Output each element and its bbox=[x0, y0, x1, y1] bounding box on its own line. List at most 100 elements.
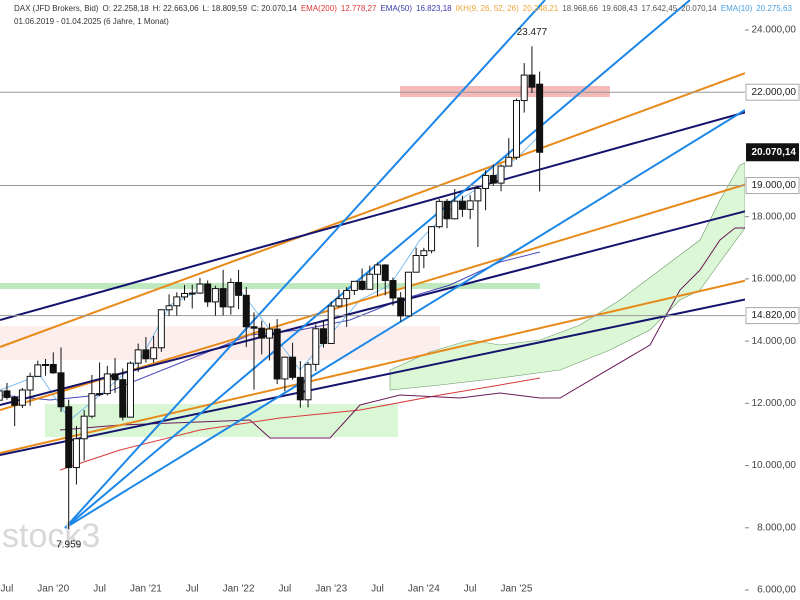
y-tick-label: 18.000,00 bbox=[752, 211, 797, 222]
candle-body bbox=[505, 156, 513, 167]
y-tick-label: 24.000,00 bbox=[752, 25, 797, 36]
header-item: 12.778,27 bbox=[341, 4, 377, 13]
level-box bbox=[745, 83, 800, 101]
candle-body bbox=[88, 393, 96, 417]
last-price-label: 20.070,14 bbox=[752, 147, 797, 158]
x-tick-label: Jan '23 bbox=[315, 584, 347, 595]
extreme-label: 23.477 bbox=[517, 27, 548, 38]
candle-body bbox=[458, 200, 466, 210]
candle-body bbox=[42, 363, 50, 366]
trend-line bbox=[64, 0, 546, 529]
candle-body bbox=[466, 200, 474, 210]
ema-200 bbox=[59, 377, 541, 471]
candle-body bbox=[358, 280, 366, 290]
header-item: 18.968,66 bbox=[562, 4, 598, 13]
candle-body bbox=[350, 280, 358, 291]
candle-body bbox=[420, 250, 428, 256]
level-box bbox=[745, 177, 800, 195]
candle-body bbox=[34, 364, 42, 377]
candle-body bbox=[428, 226, 436, 252]
candle-body bbox=[312, 328, 320, 365]
candle-body bbox=[412, 254, 420, 273]
x-tick-label: Jan '25 bbox=[501, 584, 533, 595]
header-item: O: 22.258,18 bbox=[102, 4, 149, 13]
x-tick-label: Jul bbox=[371, 584, 384, 595]
y-tick-label: 6.000,00 bbox=[757, 585, 796, 596]
candle-body bbox=[181, 292, 189, 298]
candle-body bbox=[497, 165, 505, 184]
candle-body bbox=[142, 349, 150, 360]
candle-body bbox=[366, 273, 374, 290]
x-tick-label: Jul bbox=[93, 584, 106, 595]
candle-body bbox=[173, 296, 181, 307]
candle-body bbox=[451, 200, 459, 220]
candle-body bbox=[227, 281, 235, 308]
candle-body bbox=[335, 298, 343, 307]
candle-body bbox=[528, 74, 536, 88]
header-item: IKH(9, 26, 52, 26) bbox=[456, 4, 519, 13]
candle-body bbox=[536, 83, 544, 153]
lagging-span bbox=[59, 227, 745, 439]
header-item: H: 22.663,06 bbox=[153, 4, 199, 13]
candle-body bbox=[489, 174, 497, 184]
resistance-zone bbox=[400, 86, 610, 97]
candle-body bbox=[304, 363, 312, 401]
header-item: EMA(200) bbox=[301, 4, 337, 13]
candle-body bbox=[281, 356, 289, 380]
candle-body bbox=[26, 375, 34, 391]
candle-body bbox=[157, 309, 165, 349]
candle-body bbox=[265, 328, 273, 339]
header-item: EMA(10) bbox=[721, 4, 753, 13]
candle-body bbox=[0, 390, 3, 401]
candle-body bbox=[211, 288, 219, 303]
header-item: L: 18.809,59 bbox=[203, 4, 248, 13]
candle-body bbox=[219, 288, 227, 308]
candle-body bbox=[111, 373, 119, 381]
candle-body bbox=[96, 393, 104, 396]
trend-line bbox=[0, 96, 800, 321]
candle-body bbox=[103, 373, 111, 395]
candle-body bbox=[65, 406, 73, 469]
x-tick-label: Jul bbox=[278, 584, 291, 595]
candle-body bbox=[296, 376, 304, 401]
header-item: 20.070,14 bbox=[681, 4, 717, 13]
x-tick-label: Jul bbox=[1, 584, 14, 595]
x-tick-label: Jan '22 bbox=[223, 584, 255, 595]
watermark: stock3 bbox=[2, 517, 100, 555]
header-item: EMA(50) bbox=[380, 4, 412, 13]
y-tick-label: 14.000,00 bbox=[752, 336, 797, 347]
candle-body bbox=[80, 415, 88, 440]
candle-body bbox=[119, 379, 127, 418]
candle-body bbox=[57, 372, 65, 408]
header-item: 19.608,43 bbox=[602, 4, 638, 13]
trend-line bbox=[64, 109, 746, 529]
candle-body bbox=[250, 326, 258, 329]
header-item: DAX (JFD Brokers, Bid) bbox=[14, 4, 99, 13]
candle-body bbox=[258, 327, 266, 339]
level-label: 22.000,00 bbox=[752, 87, 797, 98]
x-tick-label: Jul bbox=[464, 584, 477, 595]
support-zone bbox=[0, 283, 540, 289]
x-tick-label: Jan '24 bbox=[408, 584, 440, 595]
candle-body bbox=[134, 349, 142, 364]
candle-body bbox=[327, 305, 335, 344]
last-price-box bbox=[746, 143, 799, 162]
header-item: 20.248,21 bbox=[523, 4, 559, 13]
candle-body bbox=[150, 347, 158, 360]
header-range: 01.06.2019 - 01.04.2025 (6 Jahre, 1 Mona… bbox=[14, 17, 169, 26]
level-box bbox=[745, 307, 800, 325]
y-tick-label: 16.000,00 bbox=[752, 274, 797, 285]
x-tick-label: Jul bbox=[186, 584, 199, 595]
candle-body bbox=[11, 396, 19, 406]
candle-body bbox=[204, 283, 212, 303]
candle-body bbox=[512, 100, 520, 158]
candle-body bbox=[165, 305, 173, 311]
header-item: C: 20.070,14 bbox=[251, 4, 297, 13]
header-item: 16.823,18 bbox=[416, 4, 452, 13]
candle-body bbox=[126, 362, 134, 418]
candle-body bbox=[404, 271, 412, 317]
candle-body bbox=[443, 200, 451, 220]
candle-body bbox=[319, 328, 327, 344]
header-item: 17.642,45 bbox=[642, 4, 678, 13]
